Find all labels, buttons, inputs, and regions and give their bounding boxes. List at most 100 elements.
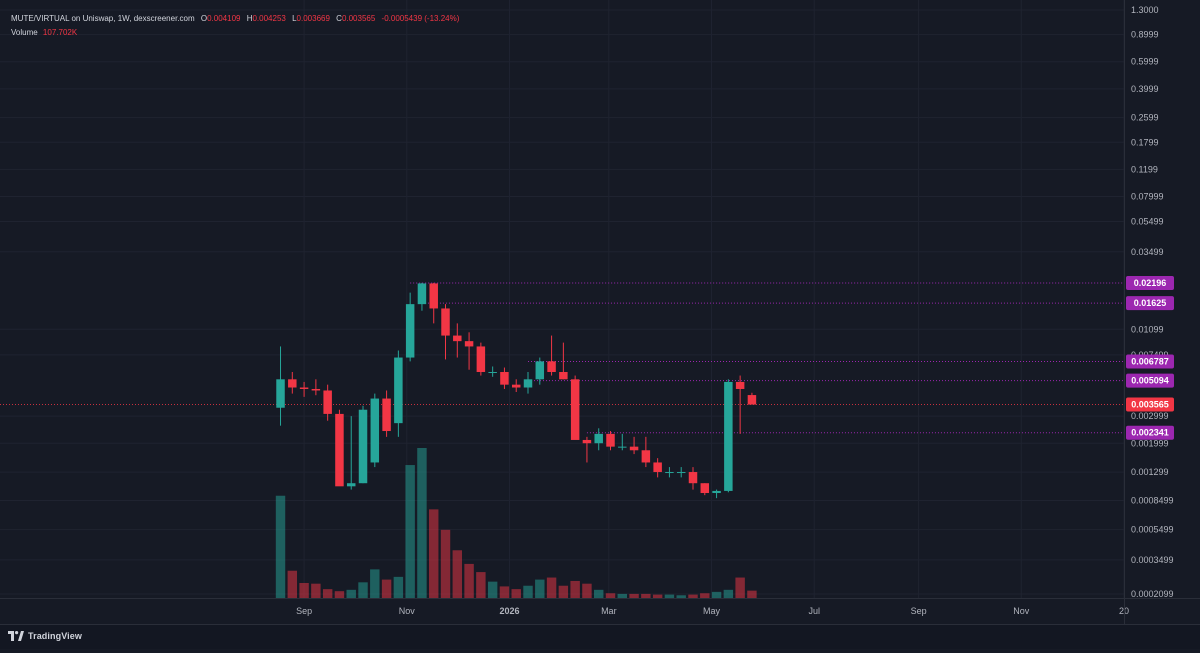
x-tick-label: Sep: [911, 606, 927, 616]
chart-legend: MUTE/VIRTUAL on Uniswap, 1W, dexscreener…: [11, 12, 459, 39]
y-tick-label: 0.001999: [1131, 438, 1169, 448]
level-badge-label: 0.005094: [1131, 376, 1169, 386]
candle-body: [358, 409, 368, 484]
candle-body: [464, 341, 474, 347]
candle-body: [582, 439, 592, 444]
level-badge-label: 0.01625: [1134, 298, 1167, 308]
volume-bar: [487, 581, 498, 598]
level-badge: [1126, 296, 1174, 311]
current-price-label: 0.003565: [1131, 400, 1169, 410]
open-label: O: [200, 14, 208, 23]
volume-bar: [405, 465, 415, 598]
level-badge: [1126, 275, 1174, 290]
level-badge-label: 0.006787: [1131, 356, 1169, 366]
volume-bar: [322, 589, 333, 598]
candle-body: [700, 483, 710, 494]
x-tick-label: Sep: [296, 606, 312, 616]
y-tick-label: 0.2599: [1131, 113, 1159, 123]
volume-bar: [676, 595, 686, 598]
candle-body: [665, 472, 674, 474]
y-tick-label: 0.5999: [1131, 57, 1159, 67]
level-badge: [1126, 425, 1174, 440]
volume-bar: [735, 577, 745, 598]
y-tick-label: 0.1199: [1131, 164, 1158, 174]
candle-body: [299, 387, 309, 389]
x-tick-label: Jul: [808, 606, 820, 616]
volume-bar: [511, 589, 521, 598]
footer-bar: TradingView: [0, 624, 1200, 649]
candles-layer: [276, 282, 757, 499]
candle-body: [594, 433, 603, 444]
close-label: C: [336, 14, 342, 23]
volume-bar: [429, 509, 439, 598]
candle-body: [288, 379, 297, 388]
volume-bar: [346, 589, 356, 598]
y-tick-label: 0.1799: [1131, 137, 1159, 147]
candle-body: [511, 384, 521, 388]
candle-body: [547, 361, 556, 373]
candle-body: [382, 398, 391, 432]
y-tick-label: 0.8999: [1131, 30, 1159, 40]
high-value: 0.004253: [252, 14, 286, 23]
candle-body: [535, 361, 545, 380]
candle-body: [276, 379, 285, 408]
volume-bar: [605, 593, 616, 598]
tradingview-brand[interactable]: TradingView: [8, 631, 82, 641]
volume-bar: [700, 593, 710, 598]
candle-body: [641, 450, 651, 463]
candle-body: [453, 335, 462, 342]
symbol-title[interactable]: MUTE/VIRTUAL on Uniswap, 1W, dexscreener…: [11, 14, 195, 23]
candle-body: [370, 398, 380, 463]
candle-body: [712, 490, 721, 494]
candle-body: [476, 346, 486, 373]
volume-bar: [594, 589, 604, 598]
volume-bar: [452, 550, 463, 598]
candle-body: [606, 433, 615, 447]
candle-body: [311, 388, 321, 391]
volume-bar: [641, 593, 651, 598]
volume-bar: [617, 593, 628, 598]
candle-body: [323, 390, 332, 414]
volume-bar: [546, 577, 557, 598]
y-tick-label: 0.001299: [1131, 467, 1169, 477]
y-tick-label: 0.05499: [1131, 217, 1164, 227]
volume-bar: [558, 585, 569, 598]
volume-bar: [723, 589, 734, 598]
y-tick-label: 0.002999: [1131, 411, 1169, 421]
tradingview-logo-icon: [8, 631, 24, 641]
y-tick-label: 0.0003499: [1131, 555, 1174, 565]
candle-body: [735, 381, 745, 389]
candle-body: [559, 372, 568, 380]
volume-bar: [499, 586, 510, 598]
y-tick-label: 0.0008499: [1131, 495, 1174, 505]
candle-body: [747, 395, 757, 405]
volume-bar: [464, 563, 474, 598]
volume-bar: [287, 570, 298, 598]
volume-bar: [476, 572, 486, 598]
volume-layer: [275, 448, 757, 598]
volume-bar: [652, 594, 663, 598]
candle-body: [688, 472, 698, 484]
volume-label[interactable]: Volume: [11, 28, 38, 37]
legend-row-volume: Volume 107.702K: [11, 26, 459, 39]
level-badge: [1126, 354, 1174, 369]
y-tick-label: 0.01099: [1131, 324, 1164, 334]
candle-body: [417, 283, 427, 305]
volume-bar: [275, 495, 286, 598]
volume-bar: [381, 579, 392, 598]
candle-body: [429, 283, 438, 309]
candle-body: [335, 413, 344, 487]
x-tick-label: Mar: [601, 606, 617, 616]
open-value: 0.004109: [207, 14, 241, 23]
x-tick-label: Nov: [399, 606, 416, 616]
volume-value: 107.702K: [42, 28, 78, 37]
volume-bar: [711, 591, 722, 598]
volume-bar: [664, 594, 675, 598]
volume-bar: [311, 583, 321, 598]
y-tick-label: 0.07999: [1131, 191, 1164, 201]
volume-bar: [358, 582, 368, 598]
low-label: L: [292, 14, 297, 23]
candle-body: [629, 446, 639, 451]
